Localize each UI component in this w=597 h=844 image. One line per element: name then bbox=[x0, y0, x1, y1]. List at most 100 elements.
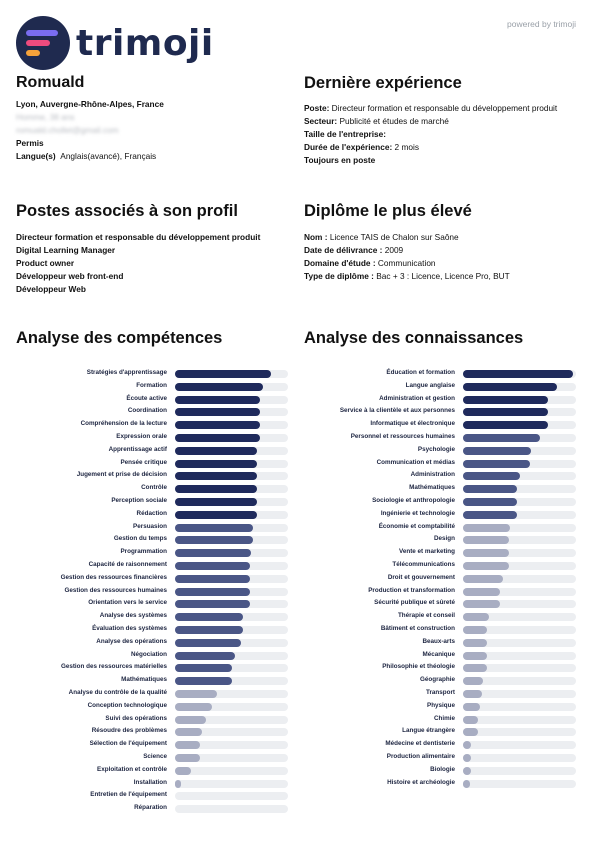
bar-fill bbox=[175, 689, 217, 698]
bar-track bbox=[463, 728, 576, 737]
bar-label: Programmation bbox=[120, 548, 167, 556]
bar-row: Personnel et ressources humaines bbox=[304, 432, 576, 445]
bar-fill bbox=[175, 561, 250, 570]
bar-row: Communication et médias bbox=[304, 458, 576, 471]
bar-track bbox=[463, 536, 576, 545]
bar-label: Sociologie et anthropologie bbox=[372, 496, 455, 504]
bar-label: Médecine et dentisterie bbox=[385, 740, 455, 748]
profile-section: Romuald Lyon, Auvergne-Rhône-Alpes, Fran… bbox=[16, 74, 286, 163]
bar-row: Transport bbox=[304, 688, 576, 701]
bar-track bbox=[463, 382, 576, 391]
bar-label: Gestion des ressources financières bbox=[60, 573, 167, 581]
bar-label: Physique bbox=[427, 701, 455, 709]
bar-row: Production et transformation bbox=[304, 586, 576, 599]
position-item: Développeur Web bbox=[16, 284, 86, 294]
bar-label: Communication et médias bbox=[376, 458, 455, 466]
bar-fill bbox=[463, 664, 487, 673]
bar-track bbox=[175, 421, 288, 430]
bar-label: Compréhension de la lecture bbox=[80, 420, 167, 428]
bar-track bbox=[463, 600, 576, 609]
experience-size: Taille de l'entreprise: bbox=[304, 129, 387, 139]
bar-label: Géographie bbox=[420, 676, 455, 684]
bar-row: Apprentissage actif bbox=[16, 445, 288, 458]
bar-track bbox=[463, 702, 576, 711]
bar-row: Philosophie et théologie bbox=[304, 662, 576, 675]
bar-track bbox=[175, 497, 288, 506]
bar-track bbox=[175, 702, 288, 711]
bar-track bbox=[175, 728, 288, 737]
bar-fill bbox=[463, 587, 500, 596]
bar-track bbox=[175, 587, 288, 596]
experience-sector: Secteur: Publicité et études de marché bbox=[304, 116, 449, 126]
bar-row: Capacité de raisonnement bbox=[16, 560, 288, 573]
bar-label: Analyse des systèmes bbox=[99, 612, 167, 620]
bar-track bbox=[463, 741, 576, 750]
bar-row: Mécanique bbox=[304, 650, 576, 663]
bar-fill bbox=[175, 613, 243, 622]
bar-row: Orientation vers le service bbox=[16, 598, 288, 611]
bar-fill bbox=[175, 485, 257, 494]
bar-row: Expression orale bbox=[16, 432, 288, 445]
bar-row: Beaux-arts bbox=[304, 637, 576, 650]
bar-track bbox=[463, 497, 576, 506]
redacted-age: Homme, 38 ans bbox=[16, 112, 75, 122]
bar-track bbox=[463, 779, 576, 788]
positions-title: Postes associés à son profil bbox=[16, 202, 238, 220]
bar-row: Installation bbox=[16, 778, 288, 791]
bar-track bbox=[175, 561, 288, 570]
bar-track bbox=[175, 805, 288, 814]
bar-track bbox=[463, 664, 576, 673]
bar-fill bbox=[463, 485, 517, 494]
bar-fill bbox=[175, 433, 260, 442]
redacted-email: romuald.chollet@gmail.com bbox=[16, 125, 119, 135]
bar-fill bbox=[175, 536, 253, 545]
bar-label: Installation bbox=[133, 778, 167, 786]
bar-row: Écoute active bbox=[16, 394, 288, 407]
bar-row: Éducation et formation bbox=[304, 368, 576, 381]
bar-label: Gestion du temps bbox=[113, 535, 167, 543]
bar-fill bbox=[463, 523, 510, 532]
bar-track bbox=[175, 523, 288, 532]
bar-fill bbox=[463, 408, 548, 417]
bar-track bbox=[463, 472, 576, 481]
experience-post: Poste: Directeur formation et responsabl… bbox=[304, 103, 558, 113]
bar-row: Sociologie et anthropologie bbox=[304, 496, 576, 509]
bar-row: Administration bbox=[304, 470, 576, 483]
bar-track bbox=[463, 408, 576, 417]
bar-row: Gestion des ressources humaines bbox=[16, 586, 288, 599]
bar-fill bbox=[175, 715, 206, 724]
candidate-location: Lyon, Auvergne-Rhône-Alpes, France bbox=[16, 99, 164, 109]
bar-label: Négociation bbox=[130, 650, 167, 658]
bar-label: Transport bbox=[425, 688, 455, 696]
bar-fill bbox=[175, 549, 251, 558]
bar-fill bbox=[463, 613, 489, 622]
candidate-name: Romuald bbox=[16, 74, 85, 91]
bar-label: Science bbox=[143, 752, 167, 760]
bar-label: Économie et comptabilité bbox=[378, 522, 455, 530]
bar-track bbox=[175, 574, 288, 583]
position-item: Directeur formation et responsable du dé… bbox=[16, 232, 261, 242]
competences-chart: Stratégies d'apprentissage Formation Écout… bbox=[16, 368, 288, 816]
bar-label: Gestion des ressources humaines bbox=[64, 586, 167, 594]
bar-label: Informatique et électronique bbox=[370, 420, 455, 428]
bar-row: Physique bbox=[304, 701, 576, 714]
bar-label: Jugement et prise de décision bbox=[76, 471, 167, 479]
bar-label: Expression orale bbox=[116, 432, 167, 440]
bar-row: Analyse des systèmes bbox=[16, 611, 288, 624]
bar-track bbox=[175, 382, 288, 391]
bar-track bbox=[463, 689, 576, 698]
bar-label: Psychologie bbox=[417, 445, 455, 453]
bar-label: Droit et gouvernement bbox=[387, 573, 455, 581]
bar-fill bbox=[463, 536, 509, 545]
bar-row: Psychologie bbox=[304, 445, 576, 458]
bar-fill bbox=[463, 395, 548, 404]
bar-row: Gestion des ressources financières bbox=[16, 573, 288, 586]
bar-row: Langue anglaise bbox=[304, 381, 576, 394]
bar-row: Analyse des opérations bbox=[16, 637, 288, 650]
bar-fill bbox=[175, 472, 257, 481]
bar-track bbox=[175, 638, 288, 647]
bar-fill bbox=[175, 664, 232, 673]
bar-row: Chimie bbox=[304, 714, 576, 727]
bar-label: Thérapie et conseil bbox=[397, 612, 455, 620]
bar-track bbox=[175, 549, 288, 558]
